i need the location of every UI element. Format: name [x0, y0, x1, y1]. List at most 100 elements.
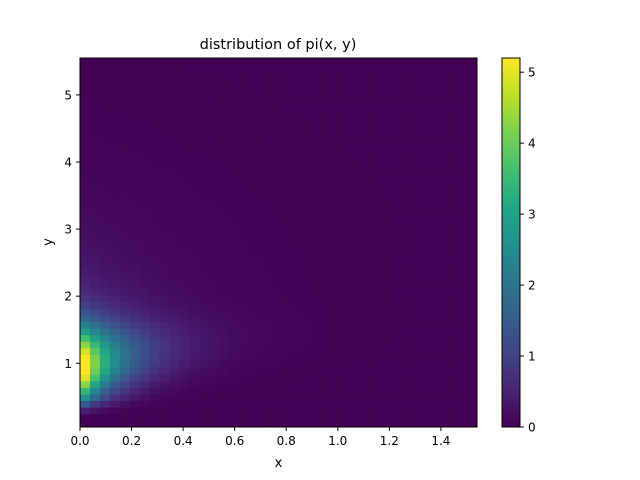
heatmap-cell	[149, 143, 160, 151]
heatmap-cell	[417, 222, 428, 230]
heatmap-cell	[179, 64, 190, 72]
heatmap-cell	[268, 222, 279, 230]
heatmap-cell	[357, 275, 369, 283]
heatmap-cell	[457, 183, 468, 191]
heatmap-cell	[367, 235, 379, 243]
heatmap-cell	[119, 58, 131, 65]
heatmap-cell	[238, 110, 250, 118]
heatmap-cell	[377, 328, 389, 336]
heatmap-cell	[427, 183, 438, 191]
heatmap-cell	[328, 196, 339, 204]
heatmap-cell	[99, 84, 111, 92]
heatmap-cell	[169, 143, 180, 151]
heatmap-cell	[417, 77, 428, 85]
heatmap-cell	[377, 347, 389, 355]
heatmap-cell	[417, 262, 428, 270]
heatmap-cell	[228, 341, 240, 349]
heatmap-cell	[447, 394, 458, 402]
heatmap-cell	[338, 308, 349, 316]
heatmap-cell	[437, 301, 448, 309]
heatmap-cell	[278, 130, 289, 138]
heatmap-cell	[109, 255, 121, 263]
heatmap-cell	[407, 242, 418, 250]
heatmap-cell	[308, 334, 319, 342]
heatmap-cell	[308, 189, 319, 197]
heatmap-cell	[387, 413, 398, 421]
heatmap-cell	[338, 77, 349, 85]
heatmap-cell	[169, 420, 180, 428]
heatmap-cell	[109, 407, 121, 415]
heatmap-cell	[357, 176, 369, 184]
heatmap-cell	[427, 110, 438, 118]
heatmap-cell	[387, 288, 398, 296]
heatmap-cell	[298, 64, 309, 72]
heatmap-cell	[169, 242, 180, 250]
heatmap-cell	[228, 110, 240, 118]
heatmap-cell	[397, 367, 408, 375]
heatmap-cell	[159, 394, 170, 402]
heatmap-cell	[437, 387, 448, 395]
heatmap-cell	[308, 97, 319, 105]
heatmap-cell	[457, 156, 468, 164]
heatmap-cell	[298, 117, 309, 125]
heatmap-cell	[129, 130, 140, 138]
heatmap-cell	[119, 308, 131, 316]
heatmap-cell	[179, 235, 190, 243]
heatmap-cell	[258, 268, 269, 276]
heatmap-cell	[338, 235, 349, 243]
heatmap-cell	[258, 117, 269, 125]
heatmap-cell	[437, 314, 448, 322]
heatmap-cell	[278, 374, 289, 382]
heatmap-cell	[447, 314, 458, 322]
heatmap-cell	[199, 288, 210, 296]
heatmap-cell	[199, 387, 210, 395]
heatmap-cell	[169, 328, 180, 336]
heatmap-cell	[377, 110, 389, 118]
heatmap-cell	[407, 295, 418, 303]
heatmap-cell	[268, 77, 279, 85]
heatmap-cell	[437, 64, 448, 72]
heatmap-cell	[248, 97, 260, 105]
heatmap-cell	[189, 321, 200, 329]
heatmap-cell	[338, 156, 349, 164]
heatmap-cell	[268, 58, 279, 65]
heatmap-cell	[109, 156, 121, 164]
heatmap-cell	[367, 163, 379, 171]
heatmap-cell	[467, 163, 478, 171]
heatmap-cell	[298, 84, 309, 92]
heatmap-cell	[179, 170, 190, 178]
heatmap-cell	[238, 209, 250, 217]
heatmap-cell	[407, 97, 418, 105]
heatmap-cell	[199, 196, 210, 204]
heatmap-cell	[248, 222, 260, 230]
heatmap-cell	[447, 176, 458, 184]
heatmap-cell	[199, 143, 210, 151]
heatmap-cell	[238, 176, 250, 184]
heatmap-cell	[427, 321, 438, 329]
heatmap-cell	[109, 387, 121, 395]
heatmap-cell	[149, 58, 160, 65]
heatmap-cell	[407, 222, 418, 230]
heatmap-cell	[89, 268, 101, 276]
heatmap-cell	[238, 222, 250, 230]
heatmap-cell	[357, 374, 369, 382]
heatmap-cell	[437, 341, 448, 349]
heatmap-cell	[199, 117, 210, 125]
heatmap-cell	[89, 347, 101, 355]
heatmap-cell	[238, 163, 250, 171]
heatmap-cell	[417, 202, 428, 210]
heatmap-cell	[467, 104, 478, 112]
heatmap-cell	[238, 170, 250, 178]
heatmap-cell	[407, 163, 418, 171]
heatmap-cell	[427, 400, 438, 408]
heatmap-cell	[338, 255, 349, 263]
heatmap-cell	[159, 380, 170, 388]
heatmap-cell	[80, 97, 91, 105]
heatmap-cell	[139, 321, 150, 329]
heatmap-cell	[159, 420, 170, 428]
heatmap-cell	[288, 104, 299, 112]
heatmap-cell	[318, 242, 329, 250]
heatmap-cell	[308, 347, 319, 355]
heatmap-cell	[268, 137, 279, 145]
heatmap-cell	[139, 374, 150, 382]
